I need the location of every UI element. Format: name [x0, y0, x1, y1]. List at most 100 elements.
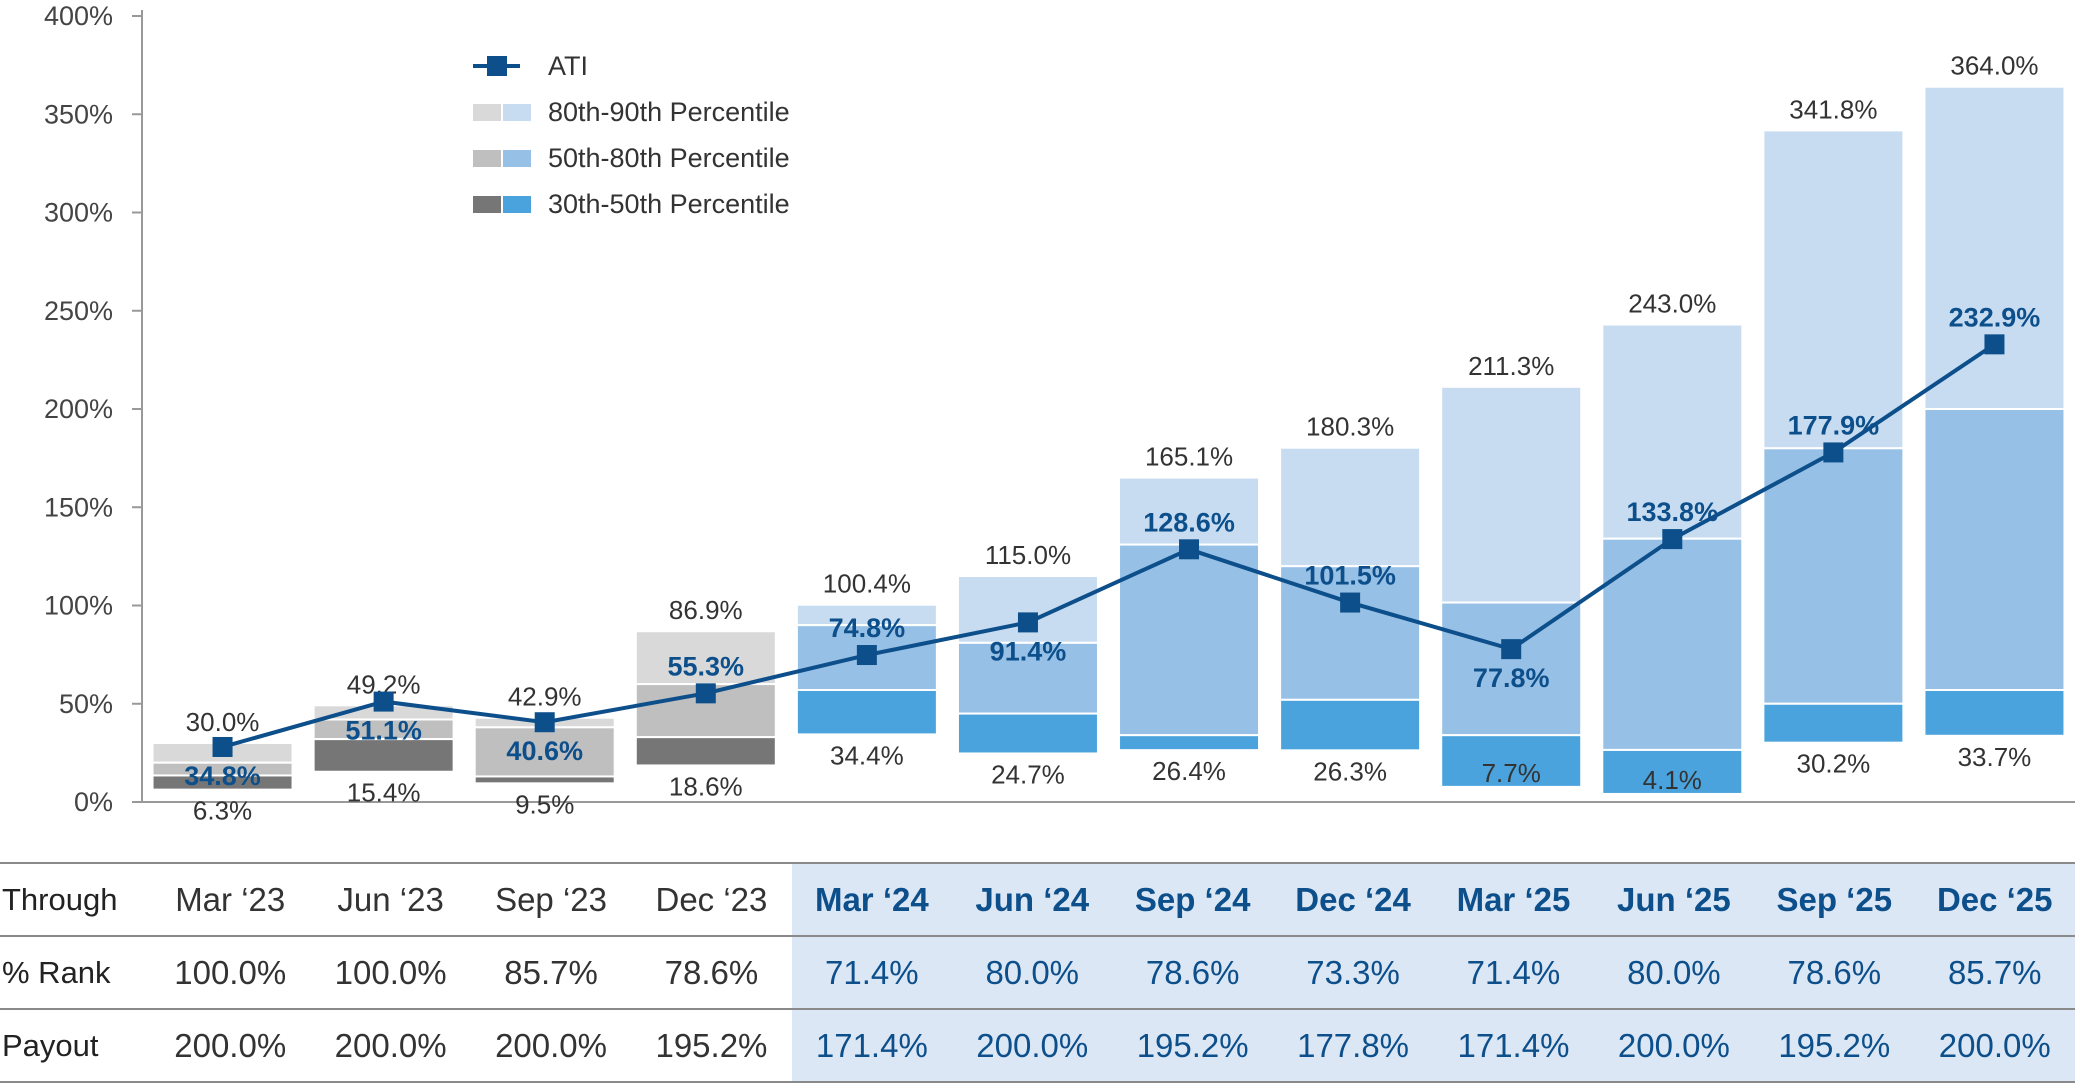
- table-row-label: % Rank: [0, 936, 151, 1010]
- table-cell: 85.7%: [470, 936, 632, 1010]
- y-tick-label: 150%: [44, 492, 113, 522]
- bar-50th-80th-percentile: [956, 641, 1099, 715]
- ati-data-label: 51.1%: [345, 716, 422, 746]
- legend-blue-swatch: [503, 104, 531, 121]
- bar-80th-90th-percentile: [1279, 446, 1422, 568]
- y-tick-label: 400%: [44, 1, 113, 31]
- ati-point: [1662, 529, 1683, 550]
- table-cell: 200.0%: [310, 1009, 471, 1083]
- y-tick-label: 0%: [74, 787, 113, 817]
- bar-top-label: 115.0%: [985, 540, 1071, 570]
- table-cell: Sep ‘25: [1754, 862, 1915, 937]
- bar-30th-50th-percentile: [473, 775, 616, 785]
- bar-top-label: 100.4%: [823, 569, 911, 599]
- bar-80th-90th-percentile: [1762, 129, 1905, 450]
- ati-data-label: 133.8%: [1627, 497, 1719, 527]
- ati-data-label: 128.6%: [1143, 507, 1235, 537]
- ati-data-label: 34.8%: [184, 761, 261, 791]
- table-cell: 80.0%: [1593, 936, 1755, 1010]
- bar-top-label: 42.9%: [508, 682, 582, 712]
- ati-point: [212, 736, 233, 757]
- ati-point: [856, 645, 877, 666]
- bar-top-label: 341.8%: [1789, 94, 1877, 124]
- bar-50th-80th-percentile: [1118, 543, 1261, 737]
- table-cell: 80.0%: [952, 936, 1113, 1010]
- legend-label: 80th-90th Percentile: [548, 97, 790, 127]
- bar-50th-80th-percentile: [1762, 447, 1905, 705]
- bar-bottom-label: 26.3%: [1313, 756, 1387, 786]
- ati-point: [695, 683, 716, 704]
- table-cell: Sep ‘23: [470, 862, 632, 937]
- bar-bottom-label: 18.6%: [669, 771, 743, 801]
- table-cell: 85.7%: [1914, 936, 2075, 1010]
- ati-data-label: 91.4%: [990, 636, 1067, 666]
- table-cell: 200.0%: [1914, 1009, 2075, 1083]
- legend-label: 50th-80th Percentile: [548, 143, 790, 173]
- bar-top-label: 364.0%: [1950, 51, 2038, 81]
- table-row: Payout 200.0% 200.0% 200.0% 195.2% 171.4% 200.…: [0, 1009, 2075, 1083]
- ati-point: [1340, 592, 1361, 613]
- bar-30th-50th-percentile: [1279, 698, 1422, 752]
- table-cell: 71.4%: [791, 936, 953, 1010]
- ati-point: [1179, 539, 1200, 560]
- ati-data-label: 77.8%: [1473, 663, 1550, 693]
- table-cell: Sep ‘24: [1112, 862, 1273, 937]
- table-cell: 200.0%: [952, 1009, 1113, 1083]
- bar-30th-50th-percentile: [795, 688, 938, 736]
- bar-80th-90th-percentile: [1440, 385, 1583, 604]
- bar-bottom-label: 7.7%: [1482, 758, 1541, 788]
- bar-50th-80th-percentile: [473, 726, 616, 778]
- ati-point: [534, 712, 555, 733]
- bar-30th-50th-percentile: [956, 712, 1099, 755]
- table-cell: Mar ‘25: [1433, 862, 1594, 937]
- table-cell: Jun ‘24: [952, 862, 1113, 937]
- table-cell: 200.0%: [1593, 1009, 1755, 1083]
- ati-point: [1501, 639, 1522, 660]
- table-cell: Mar ‘24: [791, 862, 953, 937]
- bar-30th-50th-percentile: [1118, 734, 1261, 752]
- table-row: % Rank 100.0% 100.0% 85.7% 78.6% 71.4% 80.0% 78…: [0, 936, 2075, 1010]
- table-row: Through Mar ‘23 Jun ‘23 Sep ‘23 Dec ‘23 Mar ‘…: [0, 862, 2075, 937]
- table-cell: 195.2%: [631, 1009, 792, 1083]
- bar-30th-50th-percentile: [1762, 702, 1905, 744]
- bar-30th-50th-percentile: [1923, 688, 2066, 737]
- bar-80th-90th-percentile: [1923, 85, 2066, 411]
- table-cell: 171.4%: [1433, 1009, 1594, 1083]
- table-row-label: Through: [0, 862, 151, 937]
- ati-data-label: 40.6%: [506, 736, 583, 766]
- bar-bottom-label: 33.7%: [1958, 742, 2032, 772]
- table-cell: 177.8%: [1272, 1009, 1434, 1083]
- bar-30th-50th-percentile: [312, 738, 455, 773]
- legend-gray-swatch: [473, 196, 501, 213]
- y-tick-label: 300%: [44, 198, 113, 228]
- legend-label: ATI: [548, 51, 588, 81]
- bar-50th-80th-percentile: [1923, 408, 2066, 691]
- bar-bottom-label: 6.3%: [193, 796, 252, 826]
- ati-data-label: 101.5%: [1304, 561, 1396, 591]
- ati-data-label: 232.9%: [1949, 302, 2041, 332]
- ati-data-label: 74.8%: [829, 613, 906, 643]
- table-cell: 71.4%: [1433, 936, 1594, 1010]
- table-cell: 78.6%: [1754, 936, 1915, 1010]
- bar-bottom-label: 15.4%: [347, 778, 421, 808]
- ati-line: [221, 342, 1996, 749]
- bar-top-label: 86.9%: [669, 595, 743, 625]
- bar-80th-90th-percentile: [634, 630, 777, 686]
- table-cell: 195.2%: [1112, 1009, 1273, 1083]
- table-cell: 195.2%: [1754, 1009, 1915, 1083]
- chart-legend: ATI 80th-90th Percentile 50th-80th Percent…: [473, 51, 790, 219]
- table-cell: Dec ‘24: [1272, 862, 1434, 937]
- bar-bottom-label: 34.4%: [830, 740, 904, 770]
- table-cell: 200.0%: [470, 1009, 632, 1083]
- table-cell: Jun ‘23: [310, 862, 471, 937]
- legend-gray-swatch: [473, 104, 501, 121]
- bar-50th-80th-percentile: [1440, 601, 1583, 737]
- bar-bottom-label: 30.2%: [1797, 749, 1871, 779]
- ati-data-label: 177.9%: [1788, 410, 1880, 440]
- y-tick-label: 100%: [44, 591, 113, 621]
- table-row-label: Payout: [0, 1009, 151, 1083]
- y-tick-label: 200%: [44, 394, 113, 424]
- legend-label: 30th-50th Percentile: [548, 189, 790, 219]
- ati-point: [1984, 334, 2005, 355]
- legend-blue-swatch: [503, 150, 531, 167]
